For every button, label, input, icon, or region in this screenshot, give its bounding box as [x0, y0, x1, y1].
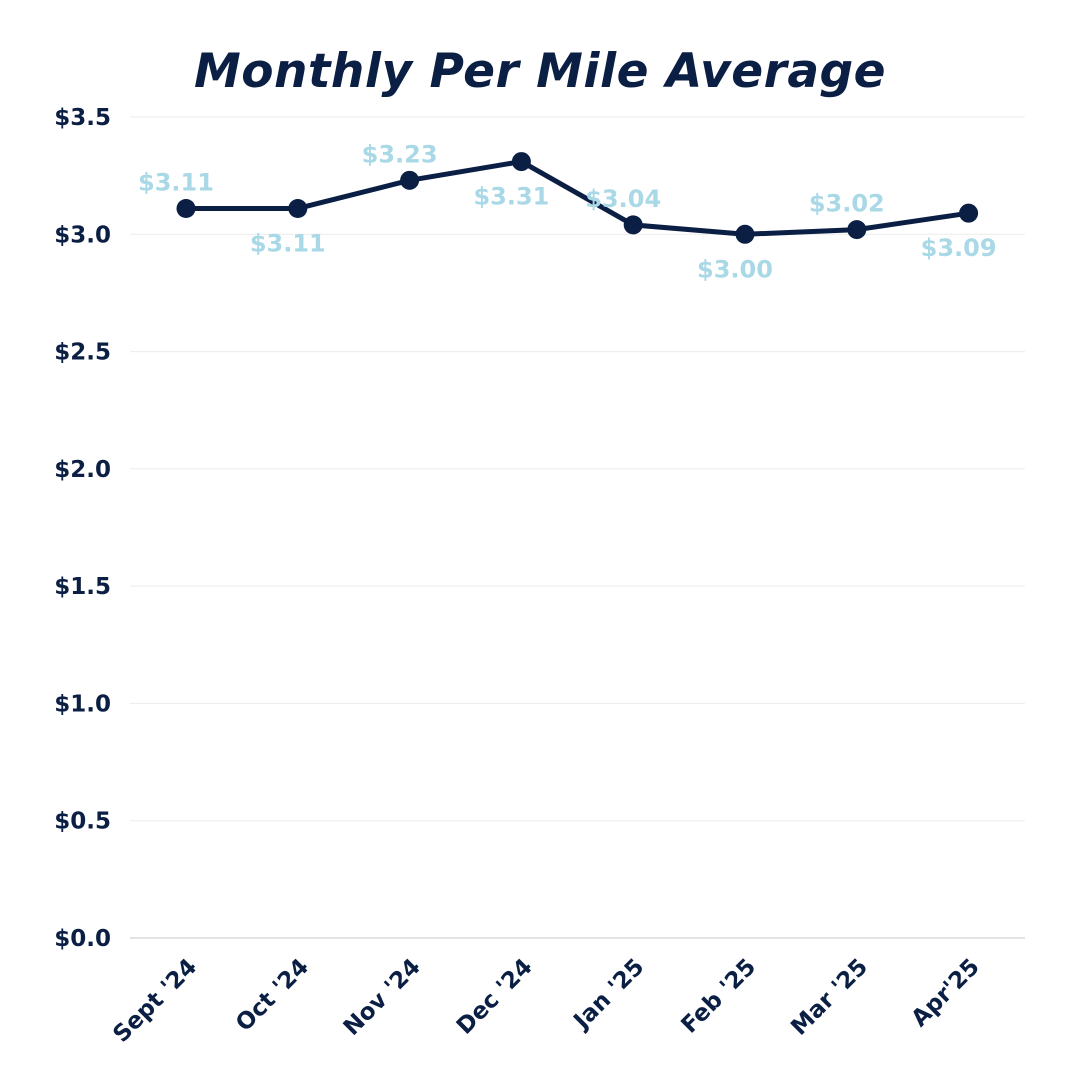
data-label: $3.09 [921, 234, 997, 262]
y-tick-label: $1.0 [54, 691, 111, 717]
x-tick-label: Nov '24 [339, 954, 426, 1041]
data-point-marker [847, 220, 867, 240]
x-tick-label: Sept '24 [108, 954, 202, 1048]
data-label: $3.31 [473, 183, 549, 211]
y-tick-label: $2.0 [54, 457, 111, 483]
x-tick-label: Feb '25 [676, 954, 761, 1039]
chart-title: Monthly Per Mile Average [193, 44, 887, 99]
data-label: $3.00 [697, 255, 773, 283]
y-tick-label: $0.0 [54, 926, 111, 952]
data-point-marker [511, 152, 531, 172]
data-point-marker [288, 198, 308, 218]
x-tick-label: Jan '25 [568, 954, 650, 1036]
y-tick-label: $3.5 [54, 105, 111, 131]
x-tick-label: Dec '24 [452, 954, 538, 1040]
x-tick-label: Mar '25 [786, 954, 873, 1041]
data-point-marker [959, 203, 979, 223]
data-label: $3.23 [362, 140, 438, 168]
data-point-marker [400, 170, 420, 190]
data-label: $3.04 [585, 185, 661, 213]
data-label: $3.11 [250, 229, 326, 257]
x-tick-label: Oct '24 [231, 954, 314, 1037]
data-label: $3.11 [138, 168, 214, 196]
y-tick-label: $2.5 [54, 340, 111, 366]
data-point-marker [623, 215, 643, 235]
x-tick-label: Apr'25 [907, 954, 985, 1032]
data-point-marker [735, 224, 755, 244]
y-tick-label: $0.5 [54, 809, 111, 835]
data-point-marker [176, 198, 196, 218]
data-label: $3.02 [809, 190, 885, 218]
y-tick-label: $3.0 [54, 222, 111, 248]
y-tick-label: $1.5 [54, 574, 111, 600]
series-line [183, 159, 972, 237]
